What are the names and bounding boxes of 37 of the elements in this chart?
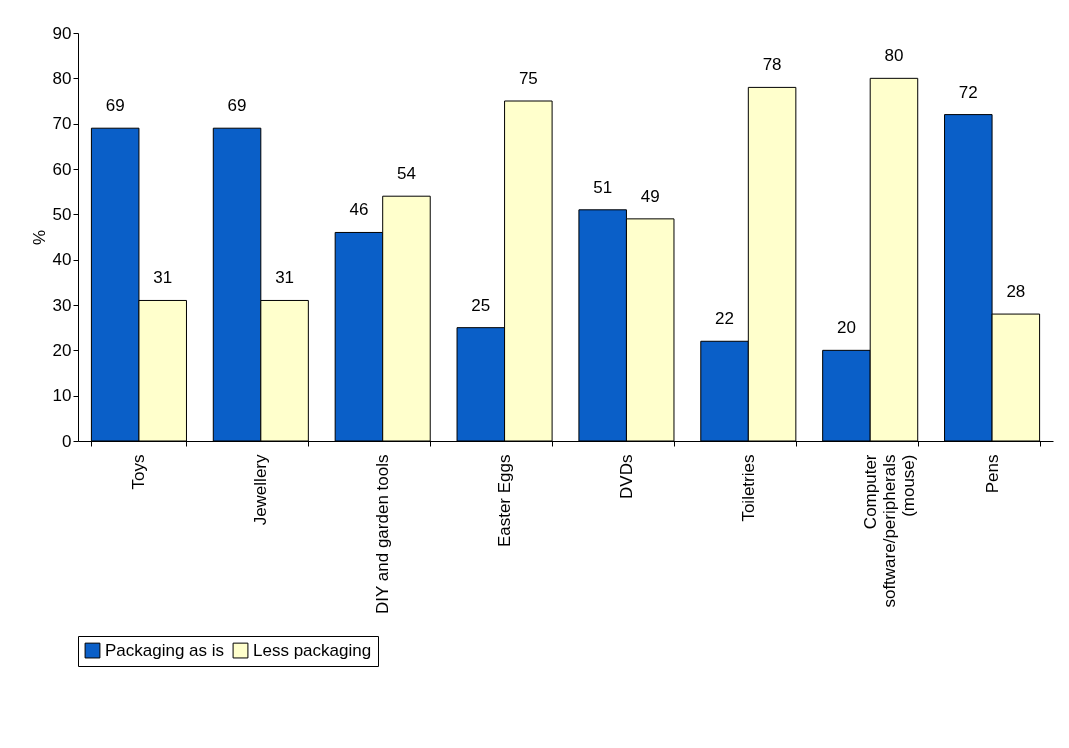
data-label: 75 bbox=[518, 69, 538, 88]
x-tick-label: Easter Eggs bbox=[495, 454, 515, 548]
data-label: 51 bbox=[593, 177, 613, 197]
x-tick-label: Jewellery bbox=[251, 454, 271, 526]
data-label: 49 bbox=[640, 186, 660, 206]
data-label: 31 bbox=[275, 268, 295, 288]
data-label: 54 bbox=[396, 164, 416, 184]
y-tick-label: 40 bbox=[52, 250, 72, 270]
data-label: 46 bbox=[349, 200, 369, 220]
x-tick-label: Toiletries bbox=[738, 454, 758, 522]
x-tick-label: Toys bbox=[129, 454, 149, 490]
y-axis-title: % bbox=[29, 229, 49, 246]
data-label: 31 bbox=[153, 268, 173, 288]
data-label: 72 bbox=[958, 82, 978, 102]
y-tick-label: 80 bbox=[52, 68, 72, 88]
data-label: 80 bbox=[884, 46, 904, 66]
y-tick-label: 30 bbox=[52, 295, 72, 315]
data-label: 69 bbox=[227, 96, 247, 116]
y-tick-label: 70 bbox=[52, 114, 72, 134]
x-tick-label: Computer software/peripherals (mouse) bbox=[860, 454, 918, 608]
legend-label: Packaging as is bbox=[105, 640, 225, 660]
legend-label: Less packaging bbox=[253, 640, 372, 660]
data-label: 69 bbox=[105, 96, 125, 116]
y-tick-label: 0 bbox=[62, 431, 72, 451]
x-tick-label: Pens bbox=[982, 454, 1002, 494]
y-tick-label: 60 bbox=[52, 159, 72, 179]
y-tick-label: 20 bbox=[52, 340, 72, 360]
y-tick-label: 50 bbox=[52, 204, 72, 224]
y-tick-label: 10 bbox=[52, 386, 72, 406]
data-label: 20 bbox=[836, 318, 856, 338]
y-tick-label: 90 bbox=[52, 23, 72, 43]
data-label: 28 bbox=[1006, 282, 1026, 302]
data-label: 78 bbox=[762, 55, 782, 75]
x-tick-label: DVDs bbox=[616, 454, 636, 499]
data-label: 25 bbox=[471, 295, 491, 315]
data-label: 22 bbox=[715, 309, 735, 329]
x-tick-label: DIY and garden tools bbox=[373, 454, 393, 614]
